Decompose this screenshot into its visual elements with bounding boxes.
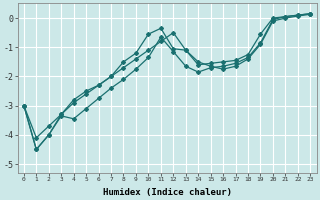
X-axis label: Humidex (Indice chaleur): Humidex (Indice chaleur)	[103, 188, 232, 197]
